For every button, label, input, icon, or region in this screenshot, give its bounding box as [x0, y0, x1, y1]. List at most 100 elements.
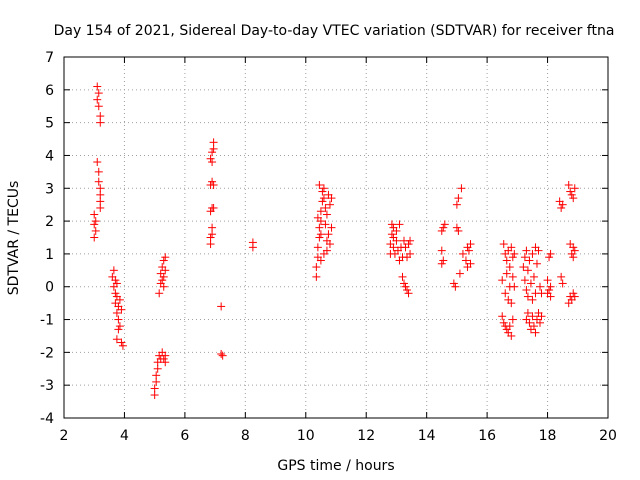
data-point [536, 282, 544, 291]
x-tick-label: 4 [120, 428, 129, 444]
data-point [318, 187, 327, 196]
data-point [90, 220, 99, 229]
data-point [217, 302, 226, 311]
data-point [387, 220, 396, 229]
data-point [118, 341, 127, 350]
data-point [570, 246, 579, 255]
data-point [525, 318, 534, 327]
data-point [505, 263, 514, 272]
data-point [564, 180, 573, 189]
data-point [567, 190, 576, 199]
data-point [501, 289, 510, 298]
data-point [217, 350, 226, 359]
data-point [152, 371, 161, 380]
data-point [315, 223, 324, 232]
data-point [327, 194, 336, 203]
data-point [93, 82, 102, 91]
y-tick-label: 1 [45, 247, 54, 263]
data-point [466, 240, 475, 249]
y-axis-label: SDTVAR / TECUs [6, 181, 22, 296]
data-point [566, 187, 575, 196]
data-point [392, 236, 401, 245]
x-tick-label: 18 [539, 428, 557, 444]
data-point [523, 308, 532, 317]
data-point [439, 256, 448, 265]
data-point [404, 289, 413, 298]
data-point [455, 269, 464, 278]
data-point [520, 276, 529, 285]
x-tick-label: 10 [297, 428, 315, 444]
data-point [209, 180, 218, 189]
data-point [505, 322, 514, 331]
data-point [507, 331, 516, 340]
data-point [502, 269, 511, 278]
data-point [522, 246, 531, 255]
data-point [94, 167, 103, 176]
data-point [109, 266, 118, 275]
data-point [452, 223, 461, 232]
data-point [315, 180, 324, 189]
data-point [452, 200, 461, 209]
data-point [315, 233, 324, 242]
data-point [112, 279, 121, 288]
data-points [90, 82, 579, 400]
data-point [545, 253, 554, 262]
data-point [312, 272, 321, 281]
data-point [206, 154, 215, 163]
data-point [508, 272, 517, 281]
data-point [437, 226, 446, 235]
data-point [529, 322, 538, 331]
data-point [507, 243, 516, 252]
data-point [322, 210, 331, 219]
data-point [499, 318, 508, 327]
x-axis-label: GPS time / hours [277, 458, 394, 474]
data-point [90, 210, 99, 219]
data-point [525, 256, 534, 265]
data-point [115, 322, 124, 331]
data-point [112, 308, 121, 317]
data-point [387, 230, 396, 239]
data-point [502, 256, 511, 265]
data-point [155, 289, 164, 298]
data-point [464, 246, 473, 255]
data-point [528, 249, 537, 258]
data-point [404, 240, 413, 249]
data-point [546, 249, 555, 258]
data-point [91, 226, 100, 235]
data-point [546, 282, 555, 291]
data-point [94, 89, 103, 98]
data-point [161, 358, 170, 367]
data-point [406, 249, 415, 258]
data-point [523, 266, 532, 275]
y-axis-ticks: -4 -3 -2 -1 0 1 2 3 4 5 6 7 [40, 50, 608, 427]
data-point [570, 184, 579, 193]
data-point [458, 249, 467, 258]
data-point [94, 177, 103, 186]
data-point [117, 305, 126, 314]
y-tick-label: 6 [45, 83, 54, 99]
data-point [543, 276, 552, 285]
data-point [528, 295, 537, 304]
data-point [114, 325, 123, 334]
chart-title: Day 154 of 2021, Sidereal Day-to-day VTE… [54, 23, 615, 39]
data-point [451, 282, 460, 291]
data-point [96, 118, 105, 127]
data-point [218, 351, 227, 360]
x-tick-label: 2 [60, 428, 69, 444]
data-point [96, 203, 105, 212]
data-point [454, 194, 463, 203]
data-point [159, 272, 168, 281]
data-point [324, 230, 333, 239]
y-tick-label: 7 [45, 50, 54, 66]
data-point [319, 194, 328, 203]
data-point [528, 312, 537, 321]
x-tick-label: 16 [478, 428, 496, 444]
data-point [209, 203, 218, 212]
data-point [546, 292, 555, 301]
data-point [111, 276, 120, 285]
x-tick-label: 12 [357, 428, 375, 444]
data-point [461, 256, 470, 265]
grid-lines [64, 57, 608, 418]
data-point [537, 312, 546, 321]
